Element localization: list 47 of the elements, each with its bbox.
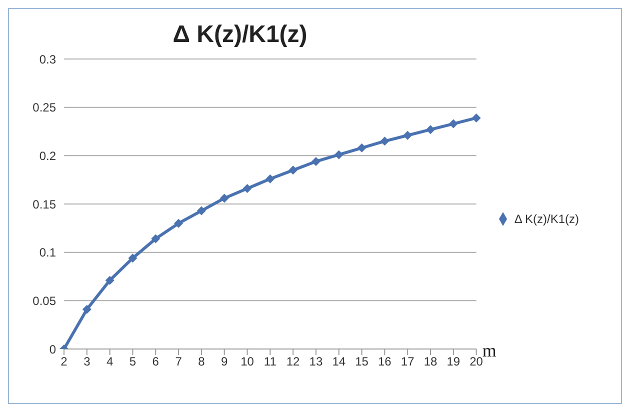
point — [357, 143, 366, 152]
x-tick-label: 11 — [264, 354, 277, 369]
point — [288, 166, 298, 175]
point — [128, 254, 138, 263]
x-tick-label: 2 — [60, 354, 68, 369]
y-tick-label: 0.1 — [39, 246, 56, 260]
point — [403, 130, 412, 140]
point — [82, 304, 92, 314]
point — [105, 276, 114, 285]
point — [448, 119, 458, 128]
y-tick-label: 0.15 — [32, 197, 56, 212]
x-tick-label: 4 — [106, 354, 114, 369]
x-tick-label: 17 — [400, 354, 415, 369]
x-tick-label: 10 — [240, 354, 254, 369]
x-tick-label: 16 — [378, 354, 392, 369]
y-tick-label: 0.2 — [39, 148, 56, 163]
y-tick-label: 0 — [49, 342, 56, 356]
x-tick-label: 12 — [286, 354, 300, 369]
chart-title: Δ K(z)/K1(z) — [172, 20, 308, 49]
point — [311, 156, 320, 166]
x-tick-label: 6 — [152, 354, 160, 369]
x-tick-label: 14 — [332, 354, 346, 369]
x-tick-label: 19 — [446, 354, 460, 369]
x-tick-label: 13 — [309, 354, 323, 369]
point — [242, 184, 252, 194]
x-tick-label: 5 — [129, 354, 136, 369]
point — [220, 194, 229, 203]
x-tick-label: 7 — [175, 354, 182, 369]
y-tick-label: 0.3 — [39, 52, 56, 66]
point — [266, 174, 275, 184]
x-tick-label: 15 — [355, 354, 369, 369]
x-tick-label: 3 — [84, 354, 91, 369]
point — [174, 218, 184, 228]
point — [472, 113, 481, 122]
x-axis-title: m — [482, 340, 496, 360]
point — [334, 150, 344, 160]
legend-label: Δ K(z)/K1(z) — [514, 212, 579, 226]
x-tick-label: 8 — [198, 354, 206, 369]
point — [380, 136, 390, 146]
y-tick-label: 0.25 — [32, 100, 56, 115]
x-tick-label: 20 — [470, 354, 484, 369]
point — [196, 206, 206, 216]
point — [426, 125, 435, 134]
y-tick-label: 0.05 — [32, 294, 56, 308]
x-tick-label: 9 — [221, 354, 228, 369]
x-tick-label: 18 — [424, 354, 438, 369]
point — [151, 234, 160, 244]
